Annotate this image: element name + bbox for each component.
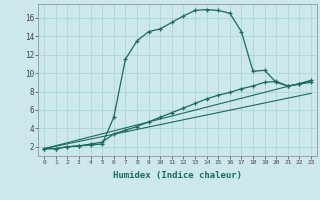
X-axis label: Humidex (Indice chaleur): Humidex (Indice chaleur) xyxy=(113,171,242,180)
